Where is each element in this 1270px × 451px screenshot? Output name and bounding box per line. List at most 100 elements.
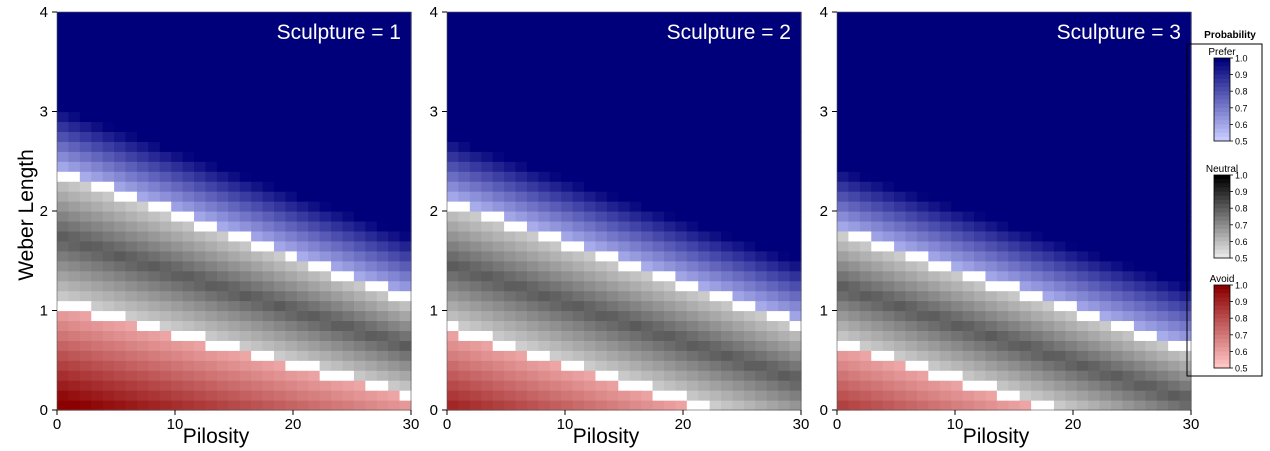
heatmap-cell	[641, 51, 654, 63]
heatmap-cell	[709, 161, 722, 172]
heatmap-cell	[974, 61, 987, 73]
heatmap-cell	[515, 211, 528, 222]
heatmap-cell	[194, 370, 207, 381]
legend-color-step	[1214, 179, 1230, 184]
heatmap-cell	[755, 12, 768, 23]
heatmap-cell	[939, 91, 952, 103]
heatmap-cell	[458, 81, 471, 93]
heatmap-cell	[629, 131, 642, 142]
heatmap-cell	[538, 51, 551, 63]
heatmap-cell	[239, 230, 252, 242]
legend-colorbar-frame	[1213, 174, 1231, 259]
heatmap-cell	[388, 320, 401, 331]
heatmap-cell	[549, 300, 562, 312]
heatmap-cell	[125, 71, 138, 83]
heatmap-cell	[1099, 121, 1112, 132]
heatmap-cell	[743, 230, 756, 242]
heatmap-cell	[91, 101, 104, 113]
legend-color-step	[1214, 363, 1230, 369]
heatmap-cell	[57, 280, 70, 292]
heatmap-cell	[365, 151, 378, 162]
heatmap-cell	[388, 340, 401, 351]
heatmap-cell	[1099, 51, 1112, 63]
heatmap-cell	[262, 181, 275, 192]
heatmap-cell	[159, 121, 172, 132]
heatmap-cell	[492, 400, 505, 411]
heatmap-cell	[572, 380, 585, 391]
heatmap-cell	[698, 151, 711, 162]
heatmap-cell	[538, 260, 551, 272]
heatmap-cell	[1156, 330, 1169, 341]
heatmap-cell	[996, 310, 1009, 322]
heatmap-cell	[273, 370, 286, 381]
heatmap-cell	[606, 131, 619, 142]
heatmap-cell	[538, 121, 551, 132]
heatmap-cell	[985, 191, 998, 202]
heatmap-cell	[1042, 370, 1055, 381]
heatmap-cell	[57, 250, 70, 262]
heatmap-cell	[469, 360, 482, 371]
heatmap-cell	[273, 21, 286, 33]
heatmap-cell	[1099, 41, 1112, 53]
heatmap-cell	[492, 380, 505, 391]
heatmap-cell	[125, 181, 138, 192]
heatmap-cell	[549, 211, 562, 222]
x-axis-label: Pilosity	[183, 425, 250, 448]
heatmap-cell	[481, 41, 494, 53]
heatmap-cell	[526, 390, 539, 401]
heatmap-cell	[789, 211, 802, 222]
heatmap-cell	[285, 141, 298, 152]
heatmap-cell	[629, 380, 642, 391]
heatmap-cell	[331, 260, 344, 272]
heatmap-cell	[561, 151, 574, 162]
heatmap-cell	[905, 211, 918, 222]
heatmap-cell	[285, 121, 298, 132]
heatmap-cell	[159, 290, 172, 302]
heatmap-cell	[871, 400, 884, 411]
heatmap-cell	[125, 260, 138, 272]
heatmap-cell	[837, 290, 850, 302]
heatmap-cell	[331, 390, 344, 401]
heatmap-cell	[871, 181, 884, 192]
heatmap-cell	[1088, 220, 1101, 232]
heatmap-cell	[1076, 300, 1089, 312]
heatmap-cell	[743, 21, 756, 33]
heatmap-cell	[526, 71, 539, 83]
heatmap-cell	[205, 31, 218, 43]
heatmap-cell	[399, 370, 412, 381]
heatmap-cell	[584, 21, 597, 33]
heatmap-cell	[538, 111, 551, 123]
heatmap-cell	[894, 270, 907, 282]
heatmap-cell	[102, 121, 115, 132]
heatmap-cell	[228, 21, 241, 33]
heatmap-cell	[766, 101, 779, 113]
heatmap-cell	[515, 300, 528, 312]
heatmap-cell	[606, 280, 619, 292]
heatmap-cell	[618, 191, 631, 202]
heatmap-cell	[216, 370, 229, 381]
heatmap-cell	[584, 230, 597, 242]
heatmap-cell	[447, 211, 460, 222]
heatmap-cell	[526, 260, 539, 272]
heatmap-cell	[709, 260, 722, 272]
facet-title: Sculpture = 1	[277, 21, 401, 44]
heatmap-cell	[308, 181, 321, 192]
heatmap-cell	[447, 91, 460, 103]
heatmap-cell	[962, 161, 975, 172]
heatmap-cell	[871, 51, 884, 63]
heatmap-cell	[68, 340, 81, 351]
heatmap-cell	[652, 12, 665, 23]
heatmap-cell	[584, 320, 597, 331]
heatmap-cell	[353, 300, 366, 312]
heatmap-cell	[285, 390, 298, 401]
heatmap-cell	[743, 280, 756, 292]
heatmap-cell	[962, 390, 975, 401]
heatmap-cell	[239, 300, 252, 312]
heatmap-cell	[1133, 131, 1146, 142]
heatmap-cell	[399, 161, 412, 172]
heatmap-cell	[526, 211, 539, 222]
heatmap-cell	[205, 340, 218, 351]
heatmap-cell	[641, 400, 654, 411]
heatmap-cell	[962, 230, 975, 242]
heatmap-cell	[1145, 211, 1158, 222]
